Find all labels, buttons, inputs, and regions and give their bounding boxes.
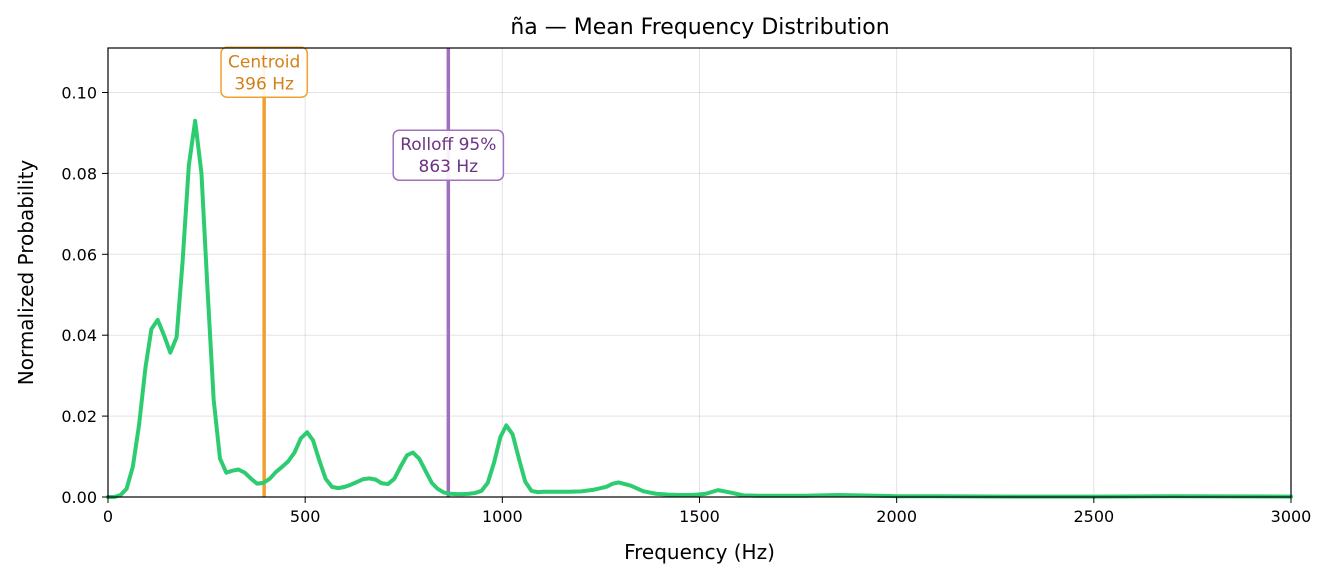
annotation-box xyxy=(220,46,309,99)
series-line xyxy=(106,118,1293,499)
x-tick-label: 0 xyxy=(103,507,113,526)
y-tick-label: 0.04 xyxy=(61,326,97,345)
chart-title: ña — Mean Frequency Distribution xyxy=(510,15,889,40)
annotation-text-line2: 396 Hz xyxy=(234,74,294,94)
x-tick-label: 500 xyxy=(290,507,321,526)
y-axis-title: Normalized Probability xyxy=(14,160,38,386)
x-axis-title: Frequency (Hz) xyxy=(624,540,775,564)
y-tick-label: 0.06 xyxy=(61,245,97,264)
y-axis: 0.00 0.02 0.04 0.06 0.08 0.10 xyxy=(61,83,108,507)
x-tick-label: 1500 xyxy=(679,507,720,526)
series-layer xyxy=(106,118,1293,499)
x-tick-label: 2000 xyxy=(876,507,917,526)
x-tick-label: 3000 xyxy=(1271,507,1312,526)
y-tick-label: 0.02 xyxy=(61,407,97,426)
annotation-text-line2: 863 Hz xyxy=(419,157,479,177)
y-tick-label: 0.00 xyxy=(61,488,97,507)
x-tick-label: 2500 xyxy=(1073,507,1114,526)
grid xyxy=(107,48,1292,498)
annotation-text-line1: Rolloff 95% xyxy=(400,135,496,155)
annotation-label: Rolloff 95%863 Hz xyxy=(392,129,505,181)
annotation-lines xyxy=(262,48,451,497)
x-tick-label: 1000 xyxy=(482,507,523,526)
y-tick-label: 0.10 xyxy=(61,83,97,102)
x-axis: 0 500 1000 1500 2000 2500 3000 xyxy=(103,497,1311,526)
annotation-text-line1: Centroid xyxy=(228,52,300,72)
y-tick-label: 0.08 xyxy=(61,164,97,183)
annotation-box xyxy=(392,129,505,181)
